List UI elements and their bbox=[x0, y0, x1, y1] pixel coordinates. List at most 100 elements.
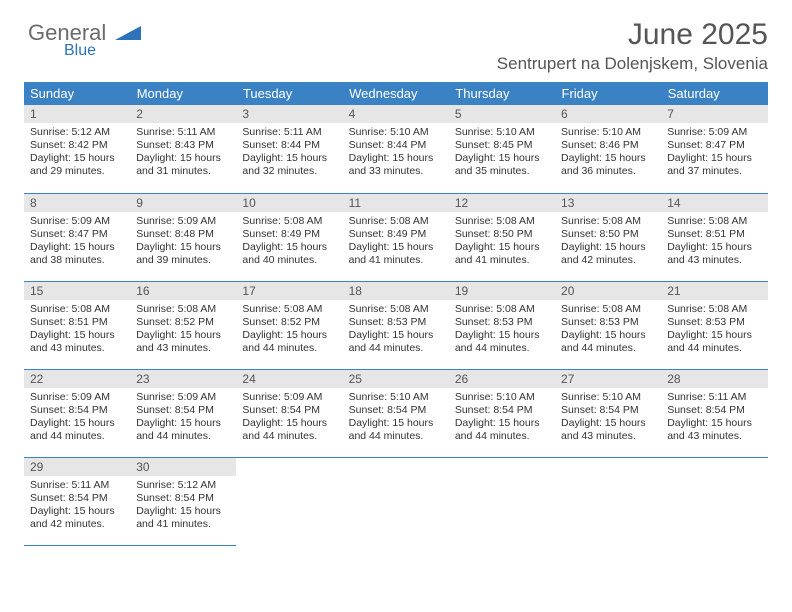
day-details: Sunrise: 5:08 AMSunset: 8:53 PMDaylight:… bbox=[661, 300, 767, 360]
calendar-cell: 27Sunrise: 5:10 AMSunset: 8:54 PMDayligh… bbox=[555, 369, 661, 457]
calendar-cell: 9Sunrise: 5:09 AMSunset: 8:48 PMDaylight… bbox=[130, 193, 236, 281]
sunrise-line: Sunrise: 5:10 AM bbox=[349, 126, 443, 139]
daylight-line: Daylight: 15 hours and 31 minutes. bbox=[136, 152, 230, 178]
day-details: Sunrise: 5:11 AMSunset: 8:43 PMDaylight:… bbox=[130, 123, 236, 183]
day-details: Sunrise: 5:10 AMSunset: 8:46 PMDaylight:… bbox=[555, 123, 661, 183]
day-number: 25 bbox=[343, 370, 449, 388]
sunset-line: Sunset: 8:43 PM bbox=[136, 139, 230, 152]
day-number: 13 bbox=[555, 194, 661, 212]
sunset-line: Sunset: 8:54 PM bbox=[349, 404, 443, 417]
day-details: Sunrise: 5:08 AMSunset: 8:50 PMDaylight:… bbox=[449, 212, 555, 272]
calendar-cell: 21Sunrise: 5:08 AMSunset: 8:53 PMDayligh… bbox=[661, 281, 767, 369]
day-details: Sunrise: 5:08 AMSunset: 8:52 PMDaylight:… bbox=[130, 300, 236, 360]
sunset-line: Sunset: 8:53 PM bbox=[455, 316, 549, 329]
calendar-cell: 11Sunrise: 5:08 AMSunset: 8:49 PMDayligh… bbox=[343, 193, 449, 281]
calendar-cell: 8Sunrise: 5:09 AMSunset: 8:47 PMDaylight… bbox=[24, 193, 130, 281]
day-number: 9 bbox=[130, 194, 236, 212]
sunset-line: Sunset: 8:44 PM bbox=[349, 139, 443, 152]
weekday-header: Wednesday bbox=[343, 82, 449, 105]
sunrise-line: Sunrise: 5:10 AM bbox=[561, 391, 655, 404]
calendar-cell: 29Sunrise: 5:11 AMSunset: 8:54 PMDayligh… bbox=[24, 457, 130, 545]
calendar-row: 15Sunrise: 5:08 AMSunset: 8:51 PMDayligh… bbox=[24, 281, 768, 369]
daylight-line: Daylight: 15 hours and 43 minutes. bbox=[561, 417, 655, 443]
day-number: 27 bbox=[555, 370, 661, 388]
day-number: 11 bbox=[343, 194, 449, 212]
day-number: 15 bbox=[24, 282, 130, 300]
day-details: Sunrise: 5:09 AMSunset: 8:54 PMDaylight:… bbox=[236, 388, 342, 448]
day-details: Sunrise: 5:09 AMSunset: 8:47 PMDaylight:… bbox=[24, 212, 130, 272]
day-details: Sunrise: 5:11 AMSunset: 8:54 PMDaylight:… bbox=[661, 388, 767, 448]
day-number: 8 bbox=[24, 194, 130, 212]
sunset-line: Sunset: 8:54 PM bbox=[561, 404, 655, 417]
sunrise-line: Sunrise: 5:09 AM bbox=[667, 126, 761, 139]
sunset-line: Sunset: 8:50 PM bbox=[455, 228, 549, 241]
day-number: 21 bbox=[661, 282, 767, 300]
daylight-line: Daylight: 15 hours and 43 minutes. bbox=[667, 241, 761, 267]
sunrise-line: Sunrise: 5:08 AM bbox=[561, 215, 655, 228]
daylight-line: Daylight: 15 hours and 35 minutes. bbox=[455, 152, 549, 178]
weekday-header: Monday bbox=[130, 82, 236, 105]
weekday-header: Saturday bbox=[661, 82, 767, 105]
sunrise-line: Sunrise: 5:08 AM bbox=[349, 215, 443, 228]
calendar-cell bbox=[449, 457, 555, 545]
daylight-line: Daylight: 15 hours and 39 minutes. bbox=[136, 241, 230, 267]
day-details: Sunrise: 5:08 AMSunset: 8:53 PMDaylight:… bbox=[343, 300, 449, 360]
day-details: Sunrise: 5:08 AMSunset: 8:50 PMDaylight:… bbox=[555, 212, 661, 272]
daylight-line: Daylight: 15 hours and 43 minutes. bbox=[667, 417, 761, 443]
sunrise-line: Sunrise: 5:09 AM bbox=[136, 215, 230, 228]
brand-logo: General Blue bbox=[28, 20, 141, 60]
calendar-row: 1Sunrise: 5:12 AMSunset: 8:42 PMDaylight… bbox=[24, 105, 768, 193]
calendar-cell: 7Sunrise: 5:09 AMSunset: 8:47 PMDaylight… bbox=[661, 105, 767, 193]
sunset-line: Sunset: 8:48 PM bbox=[136, 228, 230, 241]
day-details: Sunrise: 5:09 AMSunset: 8:48 PMDaylight:… bbox=[130, 212, 236, 272]
daylight-line: Daylight: 15 hours and 44 minutes. bbox=[30, 417, 124, 443]
calendar-cell: 2Sunrise: 5:11 AMSunset: 8:43 PMDaylight… bbox=[130, 105, 236, 193]
sunrise-line: Sunrise: 5:08 AM bbox=[455, 303, 549, 316]
sunrise-line: Sunrise: 5:10 AM bbox=[455, 126, 549, 139]
sunset-line: Sunset: 8:51 PM bbox=[30, 316, 124, 329]
calendar-cell: 4Sunrise: 5:10 AMSunset: 8:44 PMDaylight… bbox=[343, 105, 449, 193]
sunset-line: Sunset: 8:53 PM bbox=[561, 316, 655, 329]
day-details: Sunrise: 5:09 AMSunset: 8:47 PMDaylight:… bbox=[661, 123, 767, 183]
day-details: Sunrise: 5:12 AMSunset: 8:54 PMDaylight:… bbox=[130, 476, 236, 536]
day-number: 30 bbox=[130, 458, 236, 476]
weekday-header: Friday bbox=[555, 82, 661, 105]
sunset-line: Sunset: 8:47 PM bbox=[30, 228, 124, 241]
day-number: 12 bbox=[449, 194, 555, 212]
sunset-line: Sunset: 8:47 PM bbox=[667, 139, 761, 152]
sunrise-line: Sunrise: 5:08 AM bbox=[561, 303, 655, 316]
daylight-line: Daylight: 15 hours and 42 minutes. bbox=[30, 505, 124, 531]
sunrise-line: Sunrise: 5:11 AM bbox=[242, 126, 336, 139]
day-number: 28 bbox=[661, 370, 767, 388]
daylight-line: Daylight: 15 hours and 29 minutes. bbox=[30, 152, 124, 178]
sunset-line: Sunset: 8:53 PM bbox=[349, 316, 443, 329]
calendar-cell: 20Sunrise: 5:08 AMSunset: 8:53 PMDayligh… bbox=[555, 281, 661, 369]
weekday-header: Tuesday bbox=[236, 82, 342, 105]
sunrise-line: Sunrise: 5:11 AM bbox=[667, 391, 761, 404]
calendar-cell: 24Sunrise: 5:09 AMSunset: 8:54 PMDayligh… bbox=[236, 369, 342, 457]
calendar-table: Sunday Monday Tuesday Wednesday Thursday… bbox=[24, 82, 768, 546]
sunset-line: Sunset: 8:51 PM bbox=[667, 228, 761, 241]
day-details: Sunrise: 5:08 AMSunset: 8:53 PMDaylight:… bbox=[449, 300, 555, 360]
day-details: Sunrise: 5:10 AMSunset: 8:54 PMDaylight:… bbox=[555, 388, 661, 448]
sunset-line: Sunset: 8:52 PM bbox=[242, 316, 336, 329]
calendar-cell bbox=[343, 457, 449, 545]
sunrise-line: Sunrise: 5:08 AM bbox=[136, 303, 230, 316]
day-number: 16 bbox=[130, 282, 236, 300]
day-details: Sunrise: 5:09 AMSunset: 8:54 PMDaylight:… bbox=[24, 388, 130, 448]
sunrise-line: Sunrise: 5:10 AM bbox=[349, 391, 443, 404]
sunrise-line: Sunrise: 5:08 AM bbox=[349, 303, 443, 316]
sunset-line: Sunset: 8:54 PM bbox=[136, 404, 230, 417]
daylight-line: Daylight: 15 hours and 41 minutes. bbox=[136, 505, 230, 531]
sunrise-line: Sunrise: 5:11 AM bbox=[30, 479, 124, 492]
day-number: 1 bbox=[24, 105, 130, 123]
sunset-line: Sunset: 8:54 PM bbox=[242, 404, 336, 417]
calendar-cell: 15Sunrise: 5:08 AMSunset: 8:51 PMDayligh… bbox=[24, 281, 130, 369]
daylight-line: Daylight: 15 hours and 36 minutes. bbox=[561, 152, 655, 178]
day-number: 24 bbox=[236, 370, 342, 388]
daylight-line: Daylight: 15 hours and 33 minutes. bbox=[349, 152, 443, 178]
calendar-cell: 5Sunrise: 5:10 AMSunset: 8:45 PMDaylight… bbox=[449, 105, 555, 193]
day-number: 5 bbox=[449, 105, 555, 123]
daylight-line: Daylight: 15 hours and 38 minutes. bbox=[30, 241, 124, 267]
brand-triangle-icon bbox=[115, 27, 141, 44]
